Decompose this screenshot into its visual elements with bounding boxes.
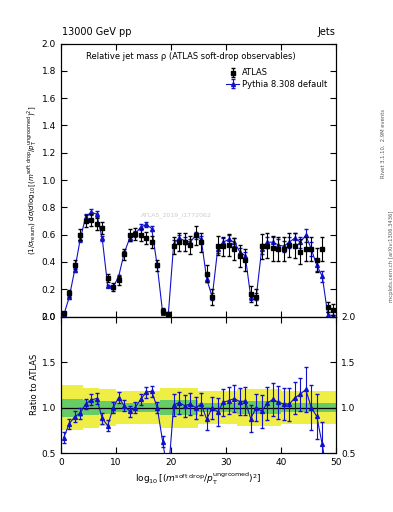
Legend: ATLAS, Pythia 8.308 default: ATLAS, Pythia 8.308 default <box>225 67 329 90</box>
X-axis label: $\log_{10}[(m^{\rm soft\ drop}/p_{\rm T}^{\rm ungroomed})^2]$: $\log_{10}[(m^{\rm soft\ drop}/p_{\rm T}… <box>135 471 262 487</box>
Y-axis label: $(1/\sigma_{\rm resum})\ d\sigma/d\log_{10}[(m^{\rm soft\ drop}/p_{\rm T}^{\rm u: $(1/\sigma_{\rm resum})\ d\sigma/d\log_{… <box>25 105 39 254</box>
Text: Rivet 3.1.10,  2.9M events: Rivet 3.1.10, 2.9M events <box>381 109 386 178</box>
Text: Jets: Jets <box>318 27 335 37</box>
Y-axis label: Ratio to ATLAS: Ratio to ATLAS <box>30 354 39 415</box>
Text: mcplots.cern.ch [arXiv:1306.3436]: mcplots.cern.ch [arXiv:1306.3436] <box>389 210 393 302</box>
Text: Relative jet mass ρ (ATLAS soft-drop observables): Relative jet mass ρ (ATLAS soft-drop obs… <box>86 52 295 61</box>
Text: 13000 GeV pp: 13000 GeV pp <box>62 27 132 37</box>
Text: ATLAS_2019_I1772062: ATLAS_2019_I1772062 <box>141 212 212 219</box>
